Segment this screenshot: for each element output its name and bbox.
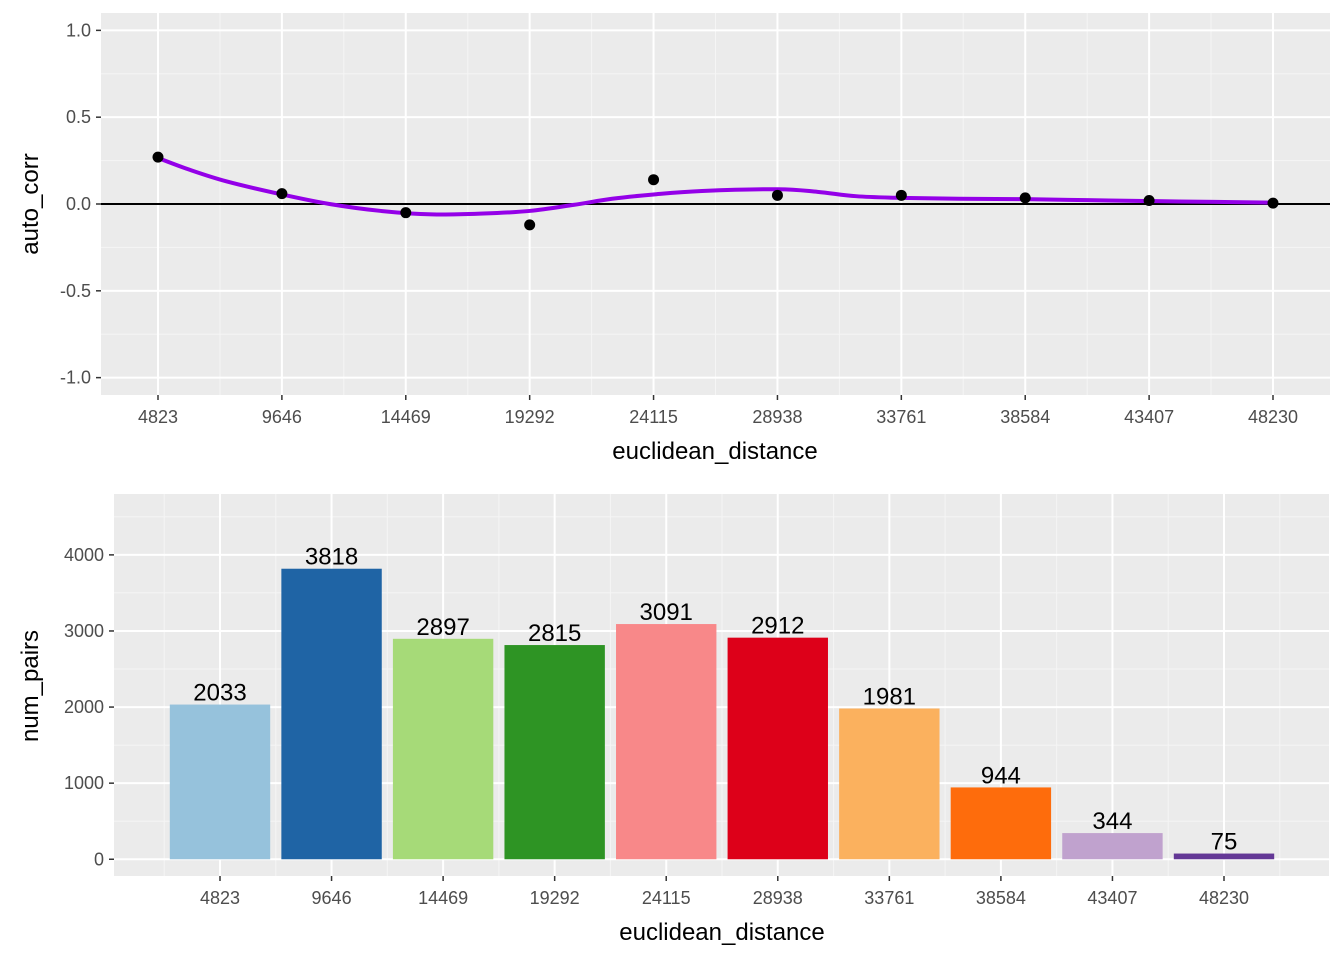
x-tick-label: 9646 xyxy=(262,407,302,427)
autocorr-x-axis-title: euclidean_distance xyxy=(612,438,818,465)
x-tick-label: 43407 xyxy=(1124,407,1174,427)
data-point xyxy=(152,151,164,163)
data-point xyxy=(1267,197,1279,209)
bar xyxy=(169,704,271,860)
num-pairs-y-axis-title: num_pairs xyxy=(17,630,44,742)
x-tick-label: 28938 xyxy=(753,888,803,908)
bar-value-label: 3091 xyxy=(640,599,693,626)
x-tick-label: 28938 xyxy=(752,407,802,427)
x-tick-label: 19292 xyxy=(530,888,580,908)
y-tick-label: 2000 xyxy=(64,697,104,717)
autocorr-y-axis: -1.0 -0.5 0.0 0.5 1.0 xyxy=(60,20,101,388)
bar xyxy=(839,708,940,860)
x-tick-label: 24115 xyxy=(629,407,678,427)
bar-value-label: 2912 xyxy=(751,613,804,640)
autocorr-smooth-line xyxy=(156,155,1275,217)
bar xyxy=(281,568,382,860)
bar-value-label: 75 xyxy=(1211,829,1238,856)
x-tick-label: 24115 xyxy=(642,888,691,908)
num-pairs-panel: 0 1000 2000 3000 4000 4823 9646 14469 19292 2411… xyxy=(17,494,1329,946)
x-tick-label: 43407 xyxy=(1087,888,1137,908)
data-point xyxy=(895,189,907,201)
x-tick-label: 19292 xyxy=(505,407,555,427)
bar-value-label: 944 xyxy=(981,762,1021,789)
bar-value-label: 2033 xyxy=(193,680,246,707)
data-point xyxy=(648,174,660,186)
data-point xyxy=(276,188,288,200)
x-tick-label: 4823 xyxy=(138,407,178,427)
num-pairs-x-axis-title: euclidean_distance xyxy=(619,919,825,946)
x-tick-label: 14469 xyxy=(381,407,431,427)
data-point xyxy=(400,207,412,219)
autocorr-panel: -1.0 -0.5 0.0 0.5 1.0 4823 9646 14469 19292 2411… xyxy=(17,13,1330,465)
bar xyxy=(1062,833,1163,860)
y-tick-label: 1.0 xyxy=(66,20,91,40)
x-tick-label: 48230 xyxy=(1248,407,1298,427)
bar xyxy=(392,638,494,860)
autocorr-points xyxy=(152,151,1279,231)
autocorr-y-axis-title: auto_corr xyxy=(17,153,44,254)
bar-value-label: 3818 xyxy=(305,544,358,571)
bar-value-label: 344 xyxy=(1092,808,1132,835)
data-point xyxy=(1143,195,1155,207)
y-tick-label: 0.0 xyxy=(66,194,91,214)
num-pairs-y-axis: 0 1000 2000 3000 4000 xyxy=(64,545,114,869)
x-tick-label: 38584 xyxy=(1000,407,1050,427)
y-tick-label: 1000 xyxy=(64,773,104,793)
data-point xyxy=(771,189,783,201)
autocorr-x-axis: 4823 9646 14469 19292 24115 28938 33761 38584 43… xyxy=(138,395,1298,427)
x-tick-label: 48230 xyxy=(1199,888,1249,908)
bar xyxy=(504,645,605,860)
bar xyxy=(727,637,828,860)
num-pairs-x-axis: 4823 9646 14469 19292 24115 28938 33761 38584 43… xyxy=(200,876,1249,908)
y-tick-label: 4000 xyxy=(64,545,104,565)
bar-value-label: 2815 xyxy=(528,620,581,647)
y-tick-label: 0.5 xyxy=(66,107,91,127)
y-tick-label: 3000 xyxy=(64,621,104,641)
data-point xyxy=(524,219,536,231)
bar-value-label: 2897 xyxy=(416,614,469,641)
bar xyxy=(950,787,1052,860)
y-tick-label: -0.5 xyxy=(60,281,91,301)
num-pairs-bars xyxy=(169,568,1275,860)
x-tick-label: 14469 xyxy=(418,888,468,908)
x-tick-label: 9646 xyxy=(312,888,352,908)
x-tick-label: 33761 xyxy=(876,407,926,427)
bar-value-label: 1981 xyxy=(863,684,916,711)
y-tick-label: -1.0 xyxy=(60,368,91,388)
num-pairs-value-labels: 2033 3818 2897 2815 3091 2912 1981 944 344 75 xyxy=(193,544,1237,856)
x-tick-label: 38584 xyxy=(976,888,1026,908)
x-tick-label: 33761 xyxy=(864,888,914,908)
data-point xyxy=(1019,192,1031,204)
y-tick-label: 0 xyxy=(94,849,104,869)
x-tick-label: 4823 xyxy=(200,888,240,908)
bar xyxy=(616,624,717,860)
bar xyxy=(1173,853,1275,860)
